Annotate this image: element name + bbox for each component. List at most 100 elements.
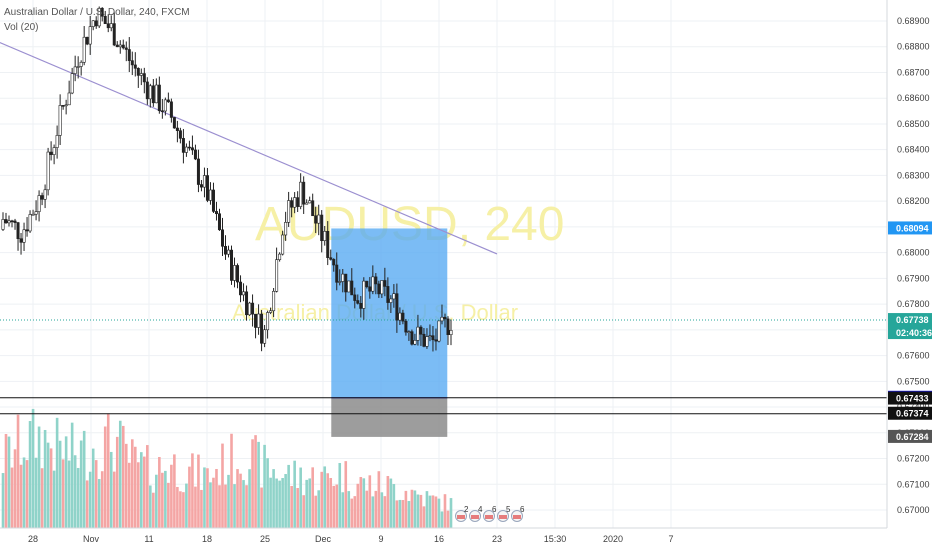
volume-bar — [296, 488, 299, 528]
candle-body — [302, 181, 306, 205]
candle-body — [31, 213, 35, 216]
candle-body — [326, 231, 330, 258]
symbol-title[interactable]: Australian Dollar / U.S. Dollar, 240, FX… — [4, 7, 190, 18]
event-count: 4 — [478, 505, 483, 514]
volume-bar — [269, 477, 272, 528]
candle-body — [443, 316, 447, 320]
volume-bar — [272, 469, 275, 528]
volume-bar — [112, 471, 116, 528]
candle-body — [151, 85, 155, 104]
volume-bar — [10, 467, 14, 528]
horizontal-lines — [0, 319, 887, 415]
candle-body — [205, 175, 209, 201]
candle-body — [178, 130, 182, 139]
volume-bar — [323, 466, 327, 528]
candle-body — [91, 20, 95, 27]
volume-bar — [449, 498, 453, 528]
candle-body — [260, 313, 264, 344]
volume-bar — [224, 484, 227, 528]
volume-bar — [170, 464, 173, 528]
candle-body — [227, 249, 231, 255]
candle-body — [422, 333, 426, 347]
volume-bar — [176, 486, 179, 528]
event-flag — [457, 515, 465, 519]
position-zones — [331, 228, 448, 437]
volume-bar — [374, 490, 378, 528]
candle-body — [121, 44, 125, 49]
volume-bar — [236, 469, 239, 528]
volume-bar — [124, 443, 128, 528]
candle-body — [392, 293, 396, 300]
volume-bar — [143, 456, 146, 528]
candle-body — [166, 99, 170, 103]
volume-bar — [353, 496, 357, 528]
volume-bar — [221, 443, 224, 528]
candle-body — [410, 331, 414, 345]
volume-bar — [314, 495, 317, 528]
price-tick-label: 0.68900 — [897, 16, 930, 26]
candle-body — [142, 73, 146, 83]
volume-bar — [16, 414, 20, 528]
candle-body — [440, 316, 444, 322]
time-tick-label: Dec — [315, 534, 332, 544]
candle-body — [323, 231, 327, 242]
volume-bar — [395, 500, 399, 528]
volume-bar — [4, 434, 8, 528]
candles — [1, 6, 453, 352]
volume-bar — [344, 461, 348, 528]
candle-body — [202, 175, 206, 188]
candle-body — [208, 189, 212, 201]
candle-body — [181, 138, 185, 153]
volume-bar — [149, 485, 152, 528]
candle-body — [13, 220, 17, 223]
price-tick-label: 0.68300 — [897, 170, 930, 180]
volume-bar — [305, 479, 308, 528]
candle-body — [130, 60, 134, 66]
volume-bar — [91, 448, 95, 528]
volume-bar — [161, 472, 164, 528]
volume-bar — [194, 486, 197, 528]
volume-bar — [377, 471, 381, 528]
event-count: 2 — [464, 505, 469, 514]
candle-body — [263, 329, 267, 344]
price-tick-label: 0.67800 — [897, 299, 930, 309]
price-tick-label: 0.68800 — [897, 42, 930, 52]
event-flag — [513, 515, 521, 519]
candle-body — [139, 73, 143, 76]
volume-bar — [109, 451, 113, 528]
candle-body — [284, 222, 288, 236]
volume-bar — [350, 498, 354, 528]
volume-bar — [326, 473, 330, 528]
candle-body — [16, 222, 20, 240]
price-tick-label: 0.67100 — [897, 479, 930, 489]
volume-bar — [79, 440, 83, 528]
volume-bar — [218, 485, 221, 528]
candle-body — [145, 81, 149, 100]
candle-body — [7, 220, 11, 224]
candle-body — [407, 331, 411, 333]
event-flag — [499, 515, 507, 519]
candle-body — [157, 84, 161, 112]
volume-bar — [404, 490, 408, 528]
candle-body — [106, 23, 110, 29]
volume-bar — [49, 448, 53, 528]
candle-body — [257, 313, 261, 328]
volume-bar — [40, 468, 44, 528]
candle-body — [217, 213, 221, 231]
volume-legend[interactable]: Vol (20) — [4, 22, 39, 33]
candle-body — [332, 259, 336, 266]
volume-bar — [88, 471, 92, 528]
volume-bar — [242, 480, 245, 528]
volume-bar — [115, 436, 119, 528]
candle-body — [242, 291, 246, 296]
volume-bar — [106, 413, 110, 528]
candle-body — [148, 85, 152, 100]
candle-body — [223, 246, 227, 255]
candle-body — [413, 340, 417, 345]
volume-bar — [428, 495, 432, 528]
volume-bar — [362, 478, 366, 528]
candle-body — [341, 273, 345, 282]
candle-body — [10, 220, 14, 223]
